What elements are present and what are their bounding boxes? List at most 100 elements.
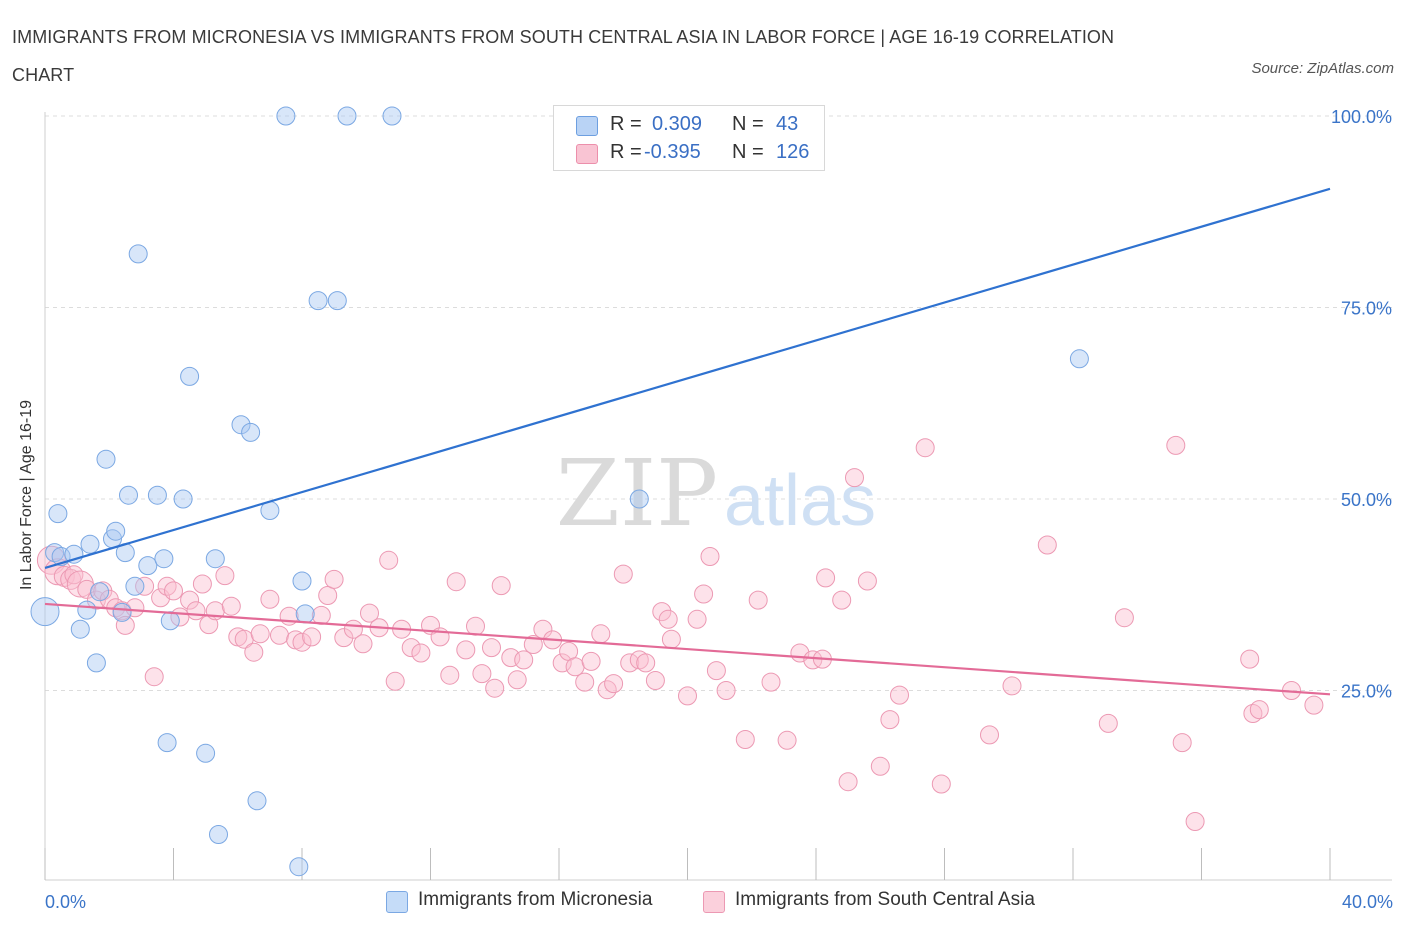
trend-lines bbox=[44, 187, 1331, 696]
point-micronesia bbox=[138, 556, 158, 576]
point-micronesia bbox=[308, 291, 328, 311]
point-south-central-asia bbox=[180, 590, 200, 610]
point-south-central-asia bbox=[636, 653, 656, 673]
point-south-central-asia bbox=[302, 627, 322, 647]
y-tick-label: 100.0% bbox=[1331, 107, 1392, 127]
point-south-central-asia bbox=[658, 609, 678, 629]
point-south-central-asia bbox=[125, 598, 145, 618]
point-south-central-asia bbox=[816, 568, 836, 588]
trend-line-micronesia bbox=[44, 187, 1331, 569]
legend-swatch-micronesia bbox=[576, 116, 598, 136]
point-south-central-asia bbox=[360, 603, 379, 623]
point-south-central-asia bbox=[456, 640, 476, 660]
watermark-zip: ZIP bbox=[556, 440, 718, 547]
point-south-central-asia bbox=[1166, 435, 1186, 455]
point-south-central-asia bbox=[694, 584, 714, 604]
point-micronesia bbox=[382, 106, 402, 126]
point-micronesia bbox=[180, 366, 200, 386]
legend-n-value: 126 bbox=[776, 141, 810, 163]
point-micronesia bbox=[86, 653, 106, 673]
legend-n-label: N = bbox=[732, 113, 764, 135]
point-south-central-asia bbox=[591, 624, 611, 644]
tick-labels: 25.0% 50.0% 75.0% 100.0% 0.0% 40.0% bbox=[45, 107, 1393, 912]
point-south-central-asia bbox=[838, 772, 858, 792]
point-south-central-asia bbox=[1249, 700, 1269, 720]
point-south-central-asia bbox=[613, 564, 633, 584]
point-south-central-asia bbox=[485, 678, 505, 698]
point-micronesia bbox=[337, 106, 357, 126]
point-south-central-asia bbox=[318, 586, 338, 605]
legend-r-value: -0.395 bbox=[644, 141, 701, 163]
point-south-central-asia bbox=[761, 672, 781, 692]
legend-swatch-south-central-asia bbox=[576, 144, 598, 164]
point-micronesia bbox=[119, 485, 138, 505]
point-south-central-asia bbox=[857, 571, 877, 591]
point-south-central-asia bbox=[1098, 713, 1118, 733]
chart-title: IMMIGRANTS FROM MICRONESIA VS IMMIGRANTS… bbox=[12, 27, 1115, 85]
point-south-central-asia bbox=[60, 568, 82, 590]
x-tick-label-min: 0.0% bbox=[45, 892, 86, 912]
point-south-central-asia bbox=[880, 710, 900, 730]
point-south-central-asia bbox=[466, 616, 485, 636]
bottom-legend-label: Immigrants from Micronesia bbox=[418, 889, 653, 910]
point-south-central-asia bbox=[552, 653, 572, 673]
point-micronesia bbox=[128, 244, 148, 264]
point-micronesia bbox=[209, 825, 228, 844]
y-tick-label: 50.0% bbox=[1341, 490, 1392, 510]
point-south-central-asia bbox=[832, 590, 852, 610]
point-micronesia bbox=[1069, 349, 1089, 369]
point-south-central-asia bbox=[385, 671, 405, 691]
point-south-central-asia bbox=[845, 468, 864, 488]
point-micronesia bbox=[205, 549, 225, 569]
point-micronesia bbox=[157, 733, 177, 753]
point-micronesia bbox=[30, 597, 60, 627]
point-south-central-asia bbox=[164, 581, 183, 601]
point-south-central-asia bbox=[1037, 535, 1057, 555]
point-south-central-asia bbox=[250, 624, 270, 644]
point-micronesia bbox=[231, 415, 251, 435]
point-south-central-asia bbox=[678, 686, 697, 706]
point-south-central-asia bbox=[514, 650, 534, 670]
point-south-central-asia bbox=[575, 672, 595, 692]
point-south-central-asia bbox=[507, 670, 527, 690]
point-micronesia bbox=[154, 549, 174, 569]
y-tick-label: 25.0% bbox=[1341, 682, 1392, 702]
point-south-central-asia bbox=[221, 596, 241, 616]
point-south-central-asia bbox=[870, 756, 890, 776]
point-micronesia bbox=[96, 449, 116, 469]
point-south-central-asia bbox=[324, 569, 344, 589]
point-micronesia bbox=[90, 582, 110, 602]
point-south-central-asia bbox=[215, 566, 235, 586]
point-south-central-asia bbox=[777, 730, 797, 750]
point-south-central-asia bbox=[915, 438, 935, 458]
point-micronesia bbox=[147, 485, 167, 505]
legend-r-label: R = bbox=[610, 141, 642, 163]
point-south-central-asia bbox=[244, 642, 264, 662]
point-micronesia bbox=[289, 857, 309, 877]
point-south-central-asia bbox=[980, 725, 999, 745]
point-south-central-asia bbox=[803, 650, 823, 670]
point-south-central-asia bbox=[748, 590, 768, 610]
data-points bbox=[30, 106, 1324, 877]
point-south-central-asia bbox=[334, 628, 354, 648]
point-south-central-asia bbox=[1114, 608, 1134, 628]
point-micronesia bbox=[276, 106, 296, 126]
point-south-central-asia bbox=[645, 671, 665, 690]
point-south-central-asia bbox=[353, 634, 373, 654]
point-south-central-asia bbox=[186, 601, 206, 621]
point-micronesia bbox=[629, 489, 649, 509]
bottom-legend-swatch-micronesia bbox=[386, 891, 408, 913]
point-micronesia bbox=[70, 619, 90, 639]
point-south-central-asia bbox=[135, 576, 155, 596]
point-south-central-asia bbox=[565, 657, 585, 677]
bottom-legend-label: Immigrants from South Central Asia bbox=[735, 889, 1035, 910]
point-south-central-asia bbox=[1304, 695, 1324, 715]
point-south-central-asia bbox=[53, 565, 75, 587]
legend-n-value: 43 bbox=[776, 113, 799, 135]
point-south-central-asia bbox=[523, 635, 543, 654]
point-south-central-asia bbox=[472, 664, 492, 684]
point-micronesia bbox=[77, 600, 97, 620]
correlation-legend: R = 0.309 N = 43 R = -0.395 N = 126 bbox=[553, 105, 825, 171]
bottom-legend-swatch-south-central-asia bbox=[703, 891, 725, 913]
point-micronesia bbox=[80, 534, 100, 554]
